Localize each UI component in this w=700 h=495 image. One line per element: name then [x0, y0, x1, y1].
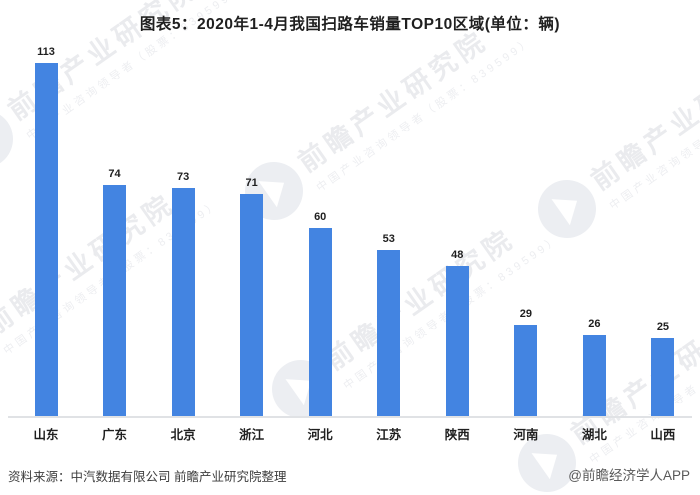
bar-value-label: 71 [245, 177, 258, 189]
x-axis-label: 浙江 [239, 428, 265, 442]
bar [34, 63, 58, 416]
bar [171, 188, 195, 416]
x-axis-label: 广东 [102, 428, 128, 442]
chart-title: 图表5：2020年1-4月我国扫路车销量TOP10区域(单位：辆) [139, 16, 561, 33]
x-axis-label: 河南 [513, 428, 539, 442]
credit-note: @前瞻经济学人APP [568, 468, 690, 483]
bar [582, 335, 606, 416]
x-axis-label: 湖北 [581, 428, 607, 442]
x-axis-label: 北京 [170, 428, 196, 442]
x-axis-label: 山西 [650, 428, 676, 442]
x-axis-label: 江苏 [376, 428, 402, 442]
bar-value-label: 60 [314, 211, 327, 223]
bar [240, 194, 264, 416]
bar [651, 338, 675, 416]
bar [445, 266, 469, 416]
bar-value-label: 26 [588, 318, 601, 330]
bar-value-label: 73 [176, 171, 190, 183]
data-source-note: 资料来源：中汽数据有限公司 前瞻产业研究院整理 [8, 470, 287, 484]
bar-value-label: 53 [382, 233, 395, 245]
bar-value-label: 113 [37, 46, 55, 58]
bar [377, 250, 401, 416]
bar-value-label: 74 [108, 168, 121, 180]
bar [103, 185, 127, 416]
x-axis-label: 陕西 [444, 428, 470, 442]
x-axis-label: 山东 [33, 428, 59, 442]
x-axis-line [8, 416, 692, 418]
bar-value-label: 48 [451, 249, 464, 261]
bar [514, 325, 538, 416]
x-axis-label: 河北 [307, 428, 333, 442]
bar-value-label: 29 [519, 308, 532, 320]
bar-value-label: 25 [656, 321, 670, 333]
bar [308, 228, 332, 416]
